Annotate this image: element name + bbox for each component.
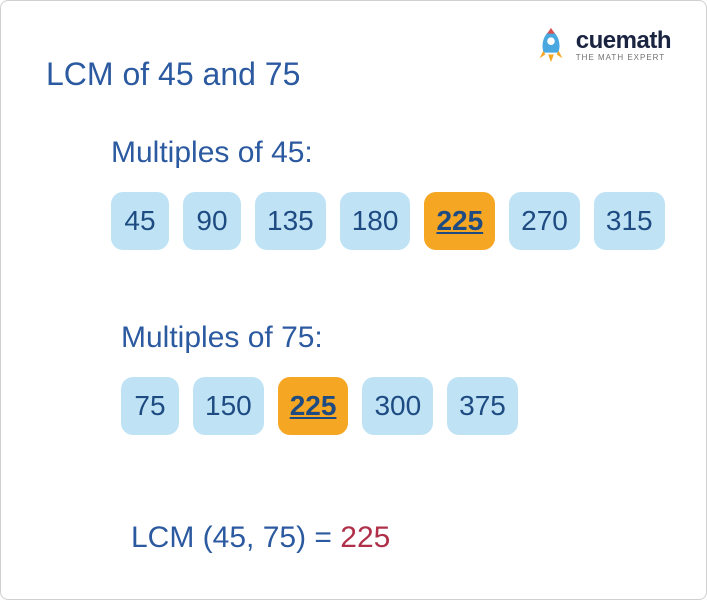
multiple-chip: 45 [111,192,169,250]
multiple-chip: 150 [193,377,264,435]
multiples-45-label: Multiples of 45: [111,136,665,170]
result-prefix: LCM (45, 75) = [131,521,340,554]
multiple-chip: 225 [278,377,349,435]
multiples-45-chips: 4590135180225270315 [111,192,665,250]
multiple-chip: 270 [509,192,580,250]
logo-tagline: THE MATH EXPERT [576,54,671,62]
multiples-75-label: Multiples of 75: [121,321,518,355]
brand-logo: cuemath THE MATH EXPERT [532,26,671,64]
multiple-chip: 300 [362,377,433,435]
page-title: LCM of 45 and 75 [46,56,300,93]
lcm-result: LCM (45, 75) = 225 [131,521,390,555]
multiple-chip: 135 [255,192,326,250]
logo-text-group: cuemath THE MATH EXPERT [576,29,671,62]
multiple-chip: 180 [340,192,411,250]
logo-brand: cuemath [576,29,671,53]
multiples-45-section: Multiples of 45: 4590135180225270315 [111,136,665,250]
multiple-chip: 75 [121,377,179,435]
result-value: 225 [340,521,390,554]
multiple-chip: 225 [424,192,495,250]
multiple-chip: 315 [594,192,665,250]
rocket-icon [532,26,570,64]
multiples-75-section: Multiples of 75: 75150225300375 [121,321,518,435]
multiple-chip: 90 [183,192,241,250]
multiple-chip: 375 [447,377,518,435]
multiples-75-chips: 75150225300375 [121,377,518,435]
